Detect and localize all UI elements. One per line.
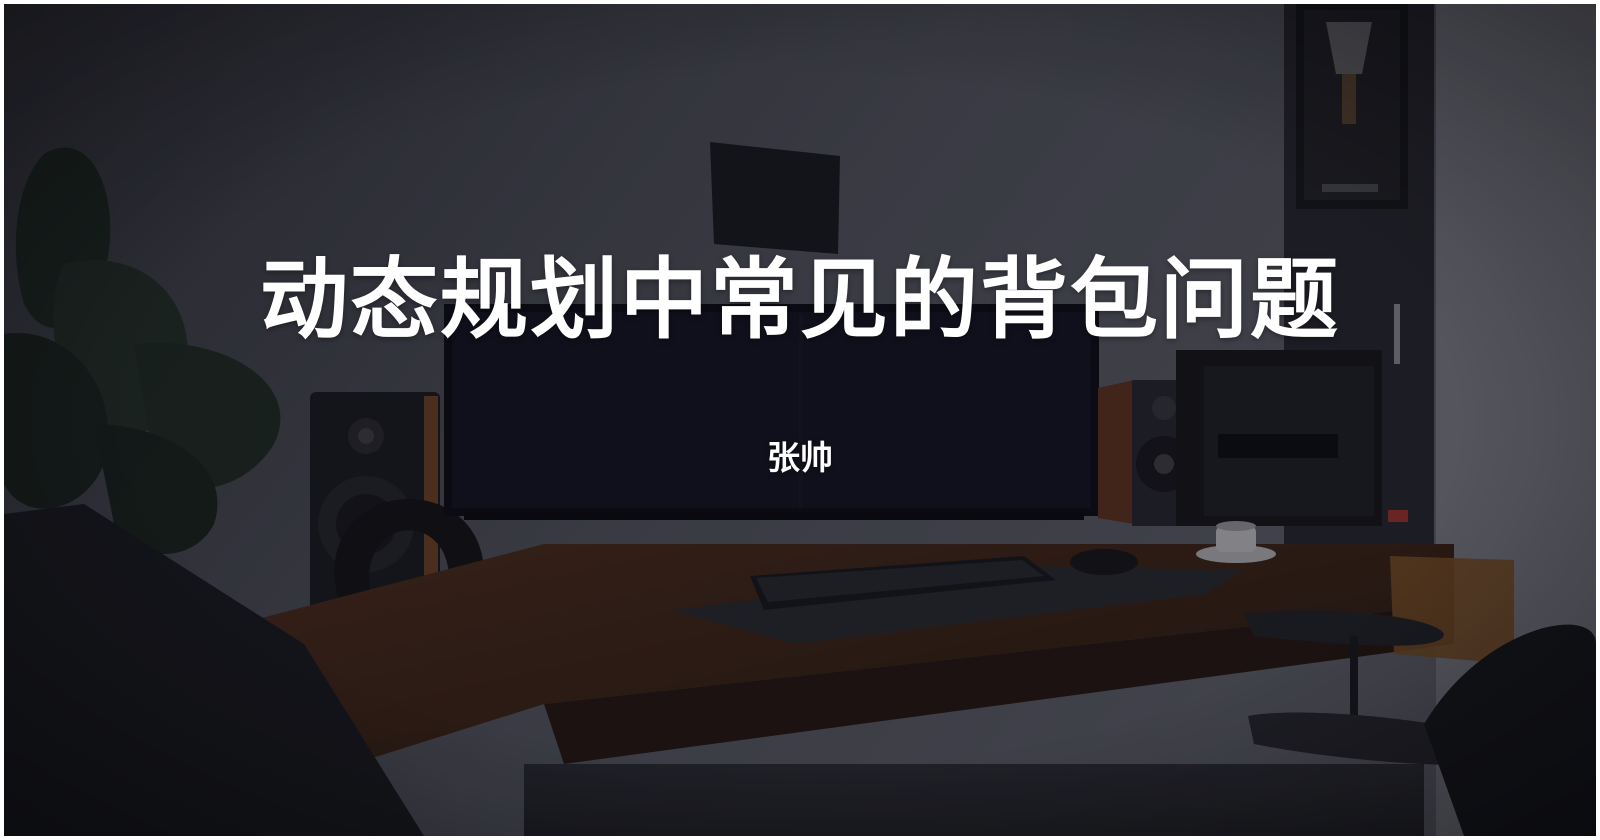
- author-name: 张帅: [767, 438, 833, 477]
- hero-banner: 动态规划中常见的背包问题 张帅: [4, 4, 1596, 836]
- desk-setup-background: [4, 4, 1596, 836]
- dark-overlay: [4, 4, 1596, 836]
- page-title: 动态规划中常见的背包问题: [259, 248, 1340, 351]
